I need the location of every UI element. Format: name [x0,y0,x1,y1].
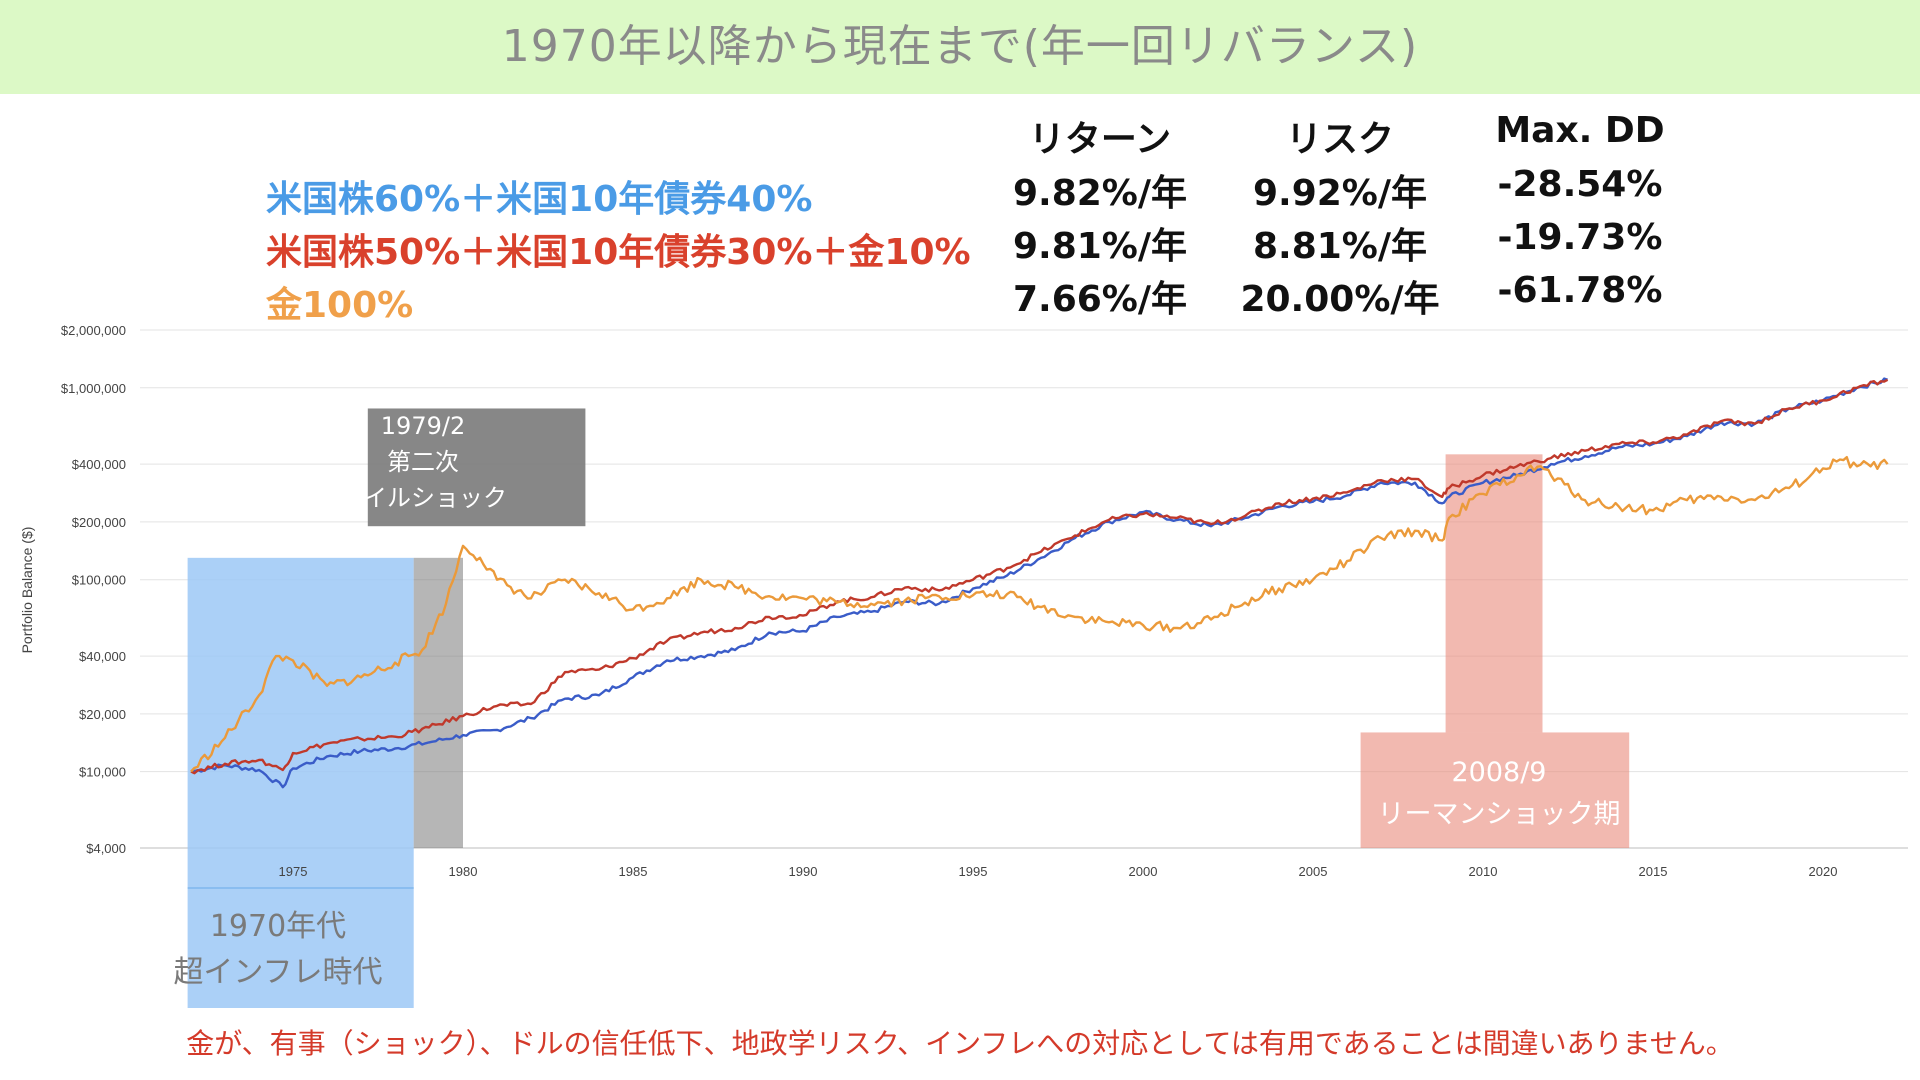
stats-header-return: リターン [1028,119,1172,160]
bottom-note: 金が、有事（ショック）、ドルの信任低下、地政学リスク、インフレへの対応としては有… [186,1027,1734,1060]
x-tick-label: 1995 [959,864,988,879]
inflation-label-line: 1970年代 [209,909,347,944]
y-tick-label: $20,000 [79,707,126,722]
x-tick-label: 2000 [1129,864,1158,879]
stats-cell-return: 9.82%/年 [1012,173,1188,214]
chart-canvas: $4,000 $10,000 $20,000 $40,000 $100,000 $200,… [19,323,1908,1008]
inflation-box [187,557,414,848]
oil-shock-label-line: オイルショック [339,484,507,512]
y-tick-label: $40,000 [79,649,126,664]
y-tick-label: $1,000,000 [61,381,126,396]
y-axis-label: Portfolio Balance ($) [19,527,35,654]
oil-shock-label-line: 1979/2 [380,412,466,440]
page-title: 1970年以降から現在まで(年一回リバランス) [501,21,1419,72]
lehman-label-line: 2008/9 [1451,757,1547,788]
stats-cell-return: 9.81%/年 [1012,226,1188,267]
oil-shock-band [413,557,463,848]
stats-cell-maxdd: -61.78% [1497,270,1663,311]
lehman-label-line: リーマンショック期 [1377,799,1621,830]
x-tick-label: 2005 [1299,864,1328,879]
oil-shock-box [367,408,586,527]
legend-item-stock-bond-gold: 米国株50%＋米国10年債券30%＋金10% [266,232,971,273]
series-line-blue [190,377,1888,789]
y-tick-label: $10,000 [79,765,126,780]
x-tick-label: 2020 [1809,864,1838,879]
y-tick-label: $4,000 [86,841,126,856]
stats-cell-maxdd: -28.54% [1497,164,1663,205]
stats-header-maxdd: Max. DD [1495,110,1665,151]
oil-shock-label: 1979/2 第二次 オイルショック [312,408,534,516]
y-tick-label: $100,000 [72,573,126,588]
legend-item-stock-bond: 米国株60%＋米国10年債券40% [266,179,813,220]
oil-shock-label-line: 第二次 [387,448,459,476]
x-tick-label: 1980 [449,864,478,879]
x-tick-label: 1990 [789,864,818,879]
stats-cell-maxdd: -19.73% [1497,217,1663,258]
y-tick-label: $2,000,000 [61,323,126,338]
legend-item-gold: 金100% [266,285,414,326]
tick-labels: $4,000 $10,000 $20,000 $40,000 $100,000 $200,… [61,323,1838,879]
stats-header-risk: リスク [1285,119,1394,160]
annotation-boxes [187,408,1630,1008]
lehman-box [1360,732,1630,848]
y-tick-label: $200,000 [72,515,126,530]
inflation-label-line: 超インフレ時代 [173,955,383,990]
title-bar [0,0,1920,94]
inflation-label-box [187,848,414,1008]
x-tick-label: 2015 [1639,864,1668,879]
x-tick-label: 1975 [279,864,308,879]
series-line-red [190,378,1889,775]
stats-cell-return: 7.66%/年 [1012,279,1188,320]
series-layer [190,377,1889,789]
series-line-orange [190,456,1889,773]
x-tick-label: 2010 [1469,864,1498,879]
inflation-label: 1970年代 超インフレ時代 [166,904,390,996]
stats-cell-risk: 8.81%/年 [1252,226,1428,267]
stats-cell-risk: 20.00%/年 [1240,279,1440,320]
lehman-label: 2008/9 リーマンショック期 [1362,752,1636,836]
y-tick-label: $400,000 [72,457,126,472]
stats-cell-risk: 9.92%/年 [1252,173,1428,214]
x-tick-label: 1985 [619,864,648,879]
lehman-band [1445,454,1543,733]
